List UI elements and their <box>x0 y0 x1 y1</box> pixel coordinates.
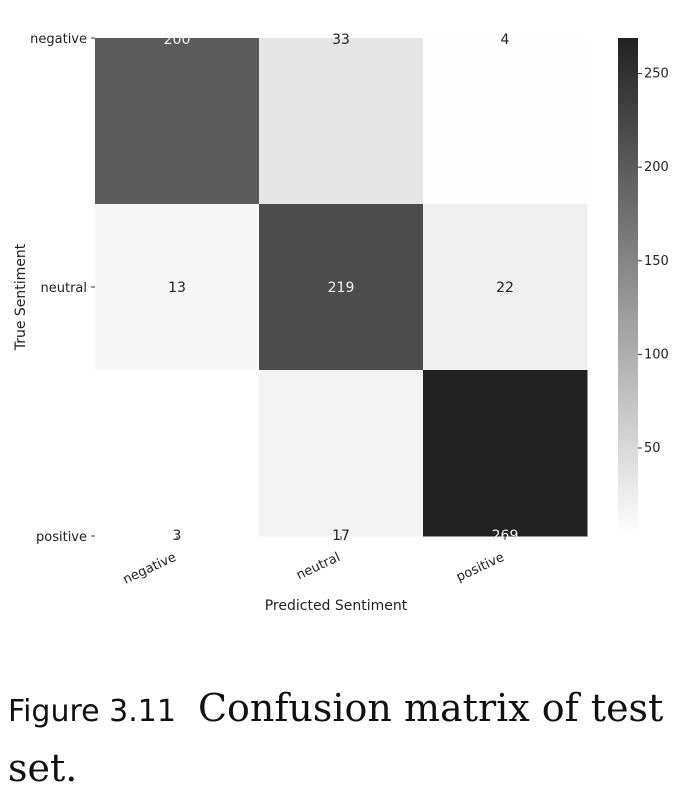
x-axis-title: Predicted Sentiment <box>265 598 408 614</box>
confusion-matrix-chart: 200 33 4 13 219 22 3 17 269 negative neutral positi… <box>13 32 669 614</box>
figure-caption: Figure 3.11 Confusion matrix of test set. <box>8 680 690 796</box>
y-tick-label-neutral: neutral <box>41 281 88 296</box>
cell-value-label: 33 <box>332 32 350 48</box>
cell-value-label: 22 <box>496 280 514 296</box>
y-axis-title: True Sentiment <box>13 243 29 351</box>
heatmap-cell-neutral-negative <box>95 204 260 371</box>
heatmap-cell-neutral-positive <box>423 204 588 371</box>
y-tick-label-negative: negative <box>30 32 87 47</box>
heatmap-cell-positive-negative <box>95 370 260 537</box>
confusion-matrix-svg: 200 33 413 219 223 17 269negativeneutralpositi… <box>13 32 669 614</box>
x-tick-label-negative: negative <box>121 550 179 588</box>
heatmap-cell-positive-neutral <box>259 370 424 537</box>
cell-value-label: 13 <box>168 280 186 296</box>
colorbar-tick-label: 250 <box>644 67 669 82</box>
figure-label: Figure 3.11 <box>8 694 176 729</box>
cell-value-label: 219 <box>328 280 355 296</box>
colorbar-tick-label: 200 <box>644 160 669 175</box>
colorbar-tick-label: 50 <box>644 441 661 456</box>
cell-value-label: 200 <box>164 32 191 48</box>
heatmap-cell-negative-positive <box>423 38 588 205</box>
y-tick-label-positive: positive <box>36 530 87 545</box>
heatmap-cell-neutral-neutral <box>259 204 424 371</box>
cell-value-label: 4 <box>501 32 510 48</box>
colorbar <box>618 38 638 536</box>
heatmap-cell-positive-positive <box>423 370 588 537</box>
colorbar-tick-label: 100 <box>644 347 669 362</box>
colorbar-tick-label: 150 <box>644 254 669 269</box>
x-tick-label-neutral: neutral <box>294 550 342 583</box>
heatmap-cell-negative-neutral <box>259 38 424 205</box>
heatmap-cell-negative-negative <box>95 38 260 205</box>
x-tick-label-positive: positive <box>454 550 507 585</box>
figure-caption-text: Confusion matrix of test set. <box>8 686 664 790</box>
